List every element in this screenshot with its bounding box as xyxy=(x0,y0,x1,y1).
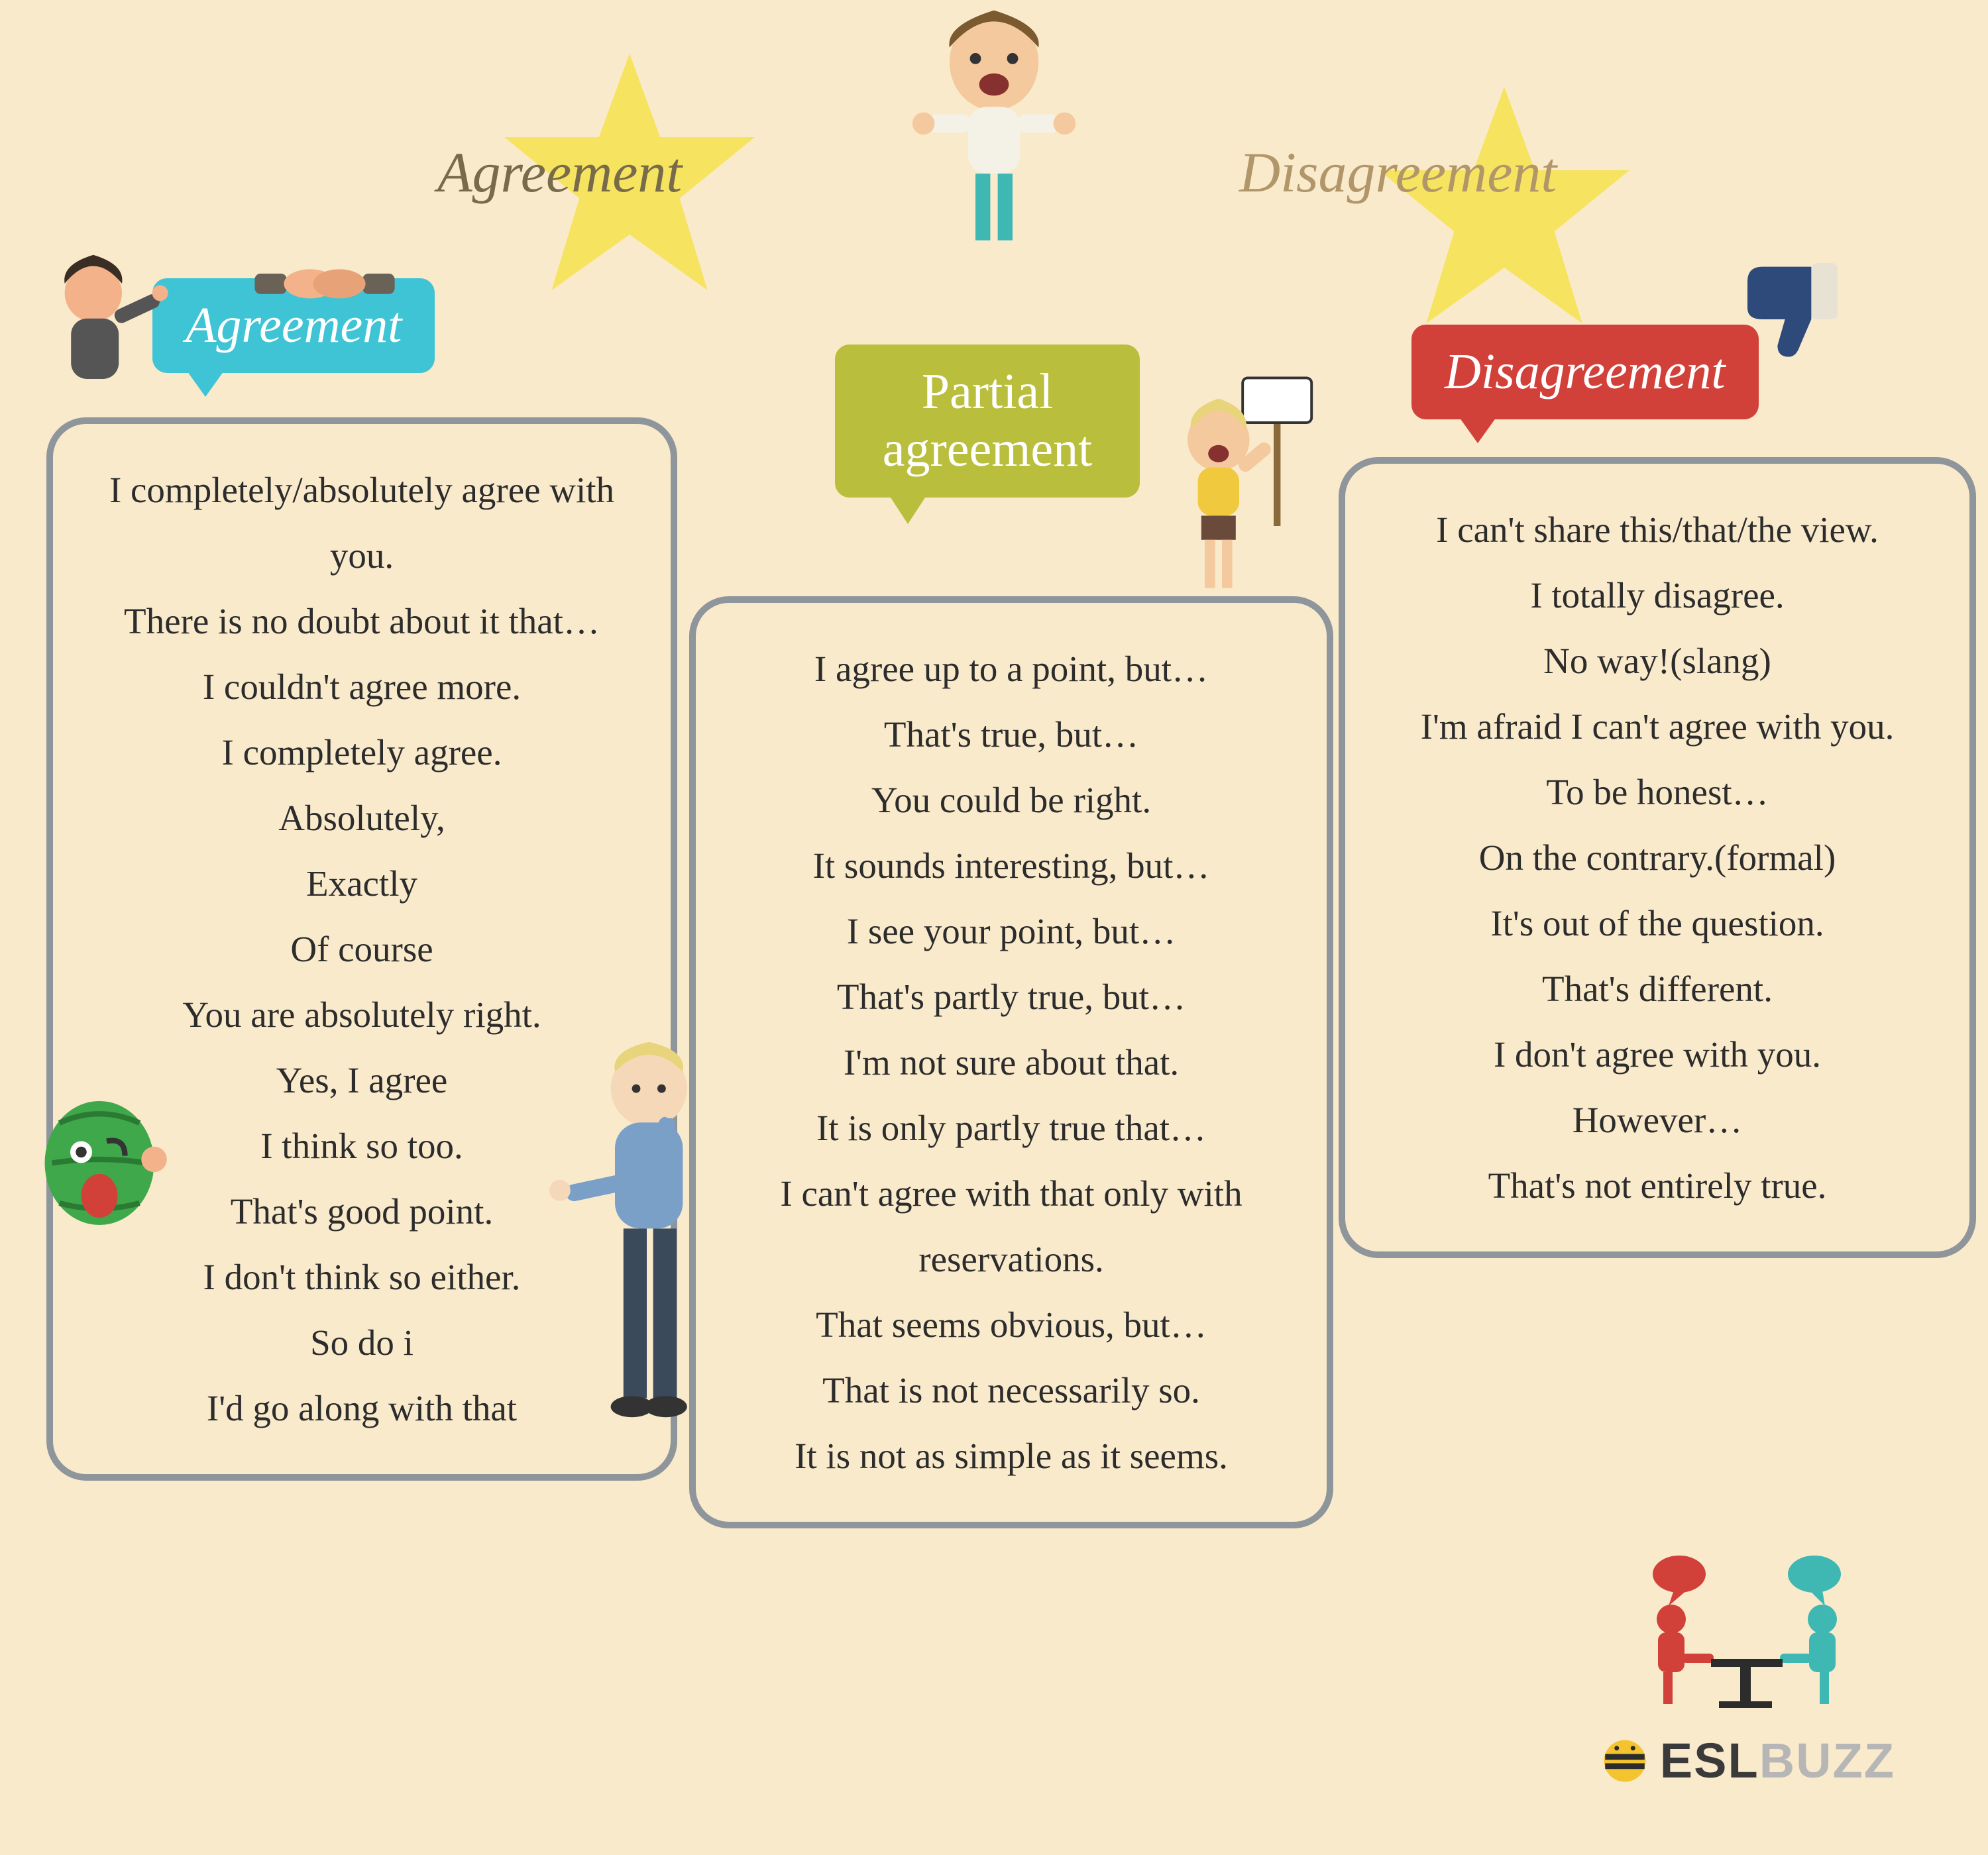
phrase-line: That's partly true, but… xyxy=(720,964,1303,1030)
phrase-line: That's not entirely true. xyxy=(1369,1153,1946,1218)
phrase-line: Absolutely, xyxy=(77,785,647,851)
phrase-line: It is not as simple as it seems. xyxy=(720,1423,1303,1489)
phrase-line: I totally disagree. xyxy=(1369,562,1946,628)
phrase-line: You could be right. xyxy=(720,767,1303,833)
handshake-icon xyxy=(252,252,398,318)
phrase-line: I completely agree. xyxy=(77,719,647,785)
phrase-line: That's different. xyxy=(1369,956,1946,1022)
shrug-character-icon xyxy=(901,7,1087,265)
phrase-line: I'm afraid I can't agree with you. xyxy=(1369,694,1946,759)
partial-box: I agree up to a point, but…That's true, … xyxy=(689,596,1333,1528)
phrase-line: I agree up to a point, but… xyxy=(720,636,1303,702)
phrase-line: I don't agree with you. xyxy=(1369,1022,1946,1087)
logo-text-dark: ESL xyxy=(1660,1733,1759,1788)
phrase-line: It's out of the question. xyxy=(1369,890,1946,956)
disagreement-bubble-label: Disagreement xyxy=(1445,344,1726,399)
partial-bubble-label: Partial agreement xyxy=(883,364,1092,477)
logo-text-light: BUZZ xyxy=(1759,1733,1895,1788)
logo-area: ESLBUZZ xyxy=(1602,1550,1895,1789)
phrase-line: I can't agree with that only with reserv… xyxy=(720,1161,1303,1292)
phrase-line: I see your point, but… xyxy=(720,898,1303,964)
phrase-line: There is no doubt about it that… xyxy=(77,588,647,654)
protest-character-icon xyxy=(1153,371,1325,616)
phrase-line: Of course xyxy=(77,916,647,982)
thumbs-down-icon xyxy=(1736,252,1849,364)
phrase-line: I'm not sure about that. xyxy=(720,1030,1303,1095)
phrase-line: I can't share this/that/the view. xyxy=(1369,497,1946,562)
watermelon-icon xyxy=(27,1086,172,1246)
phrase-line: To be honest… xyxy=(1369,759,1946,825)
phrase-line: That's true, but… xyxy=(720,702,1303,767)
phrase-line: It is only partly true that… xyxy=(720,1095,1303,1161)
phrase-line: No way!(slang) xyxy=(1369,628,1946,694)
phrase-line: On the contrary.(formal) xyxy=(1369,825,1946,890)
header-agreement-title: Agreement xyxy=(437,139,682,205)
disagreement-bubble: Disagreement xyxy=(1411,325,1759,419)
logo-text: ESLBUZZ xyxy=(1660,1732,1895,1789)
agreement-character-icon xyxy=(27,252,186,437)
phrase-line: I completely/absolutely agree with you. xyxy=(77,457,647,588)
bee-icon xyxy=(1602,1738,1648,1784)
phrase-line: I couldn't agree more. xyxy=(77,654,647,719)
conversation-icon xyxy=(1602,1550,1894,1722)
star-right-icon xyxy=(1365,73,1643,351)
header-disagreement-title: Disagreement xyxy=(1239,139,1557,205)
phrase-line: Exactly xyxy=(77,851,647,916)
phrase-line: However… xyxy=(1369,1087,1946,1153)
disagreement-box: I can't share this/that/the view.I total… xyxy=(1339,457,1976,1258)
phrase-line: It sounds interesting, but… xyxy=(720,833,1303,898)
thinking-character-icon xyxy=(530,1034,742,1484)
phrase-line: That seems obvious, but… xyxy=(720,1292,1303,1357)
phrase-line: That is not necessarily so. xyxy=(720,1357,1303,1423)
partial-bubble: Partial agreement xyxy=(835,344,1140,498)
